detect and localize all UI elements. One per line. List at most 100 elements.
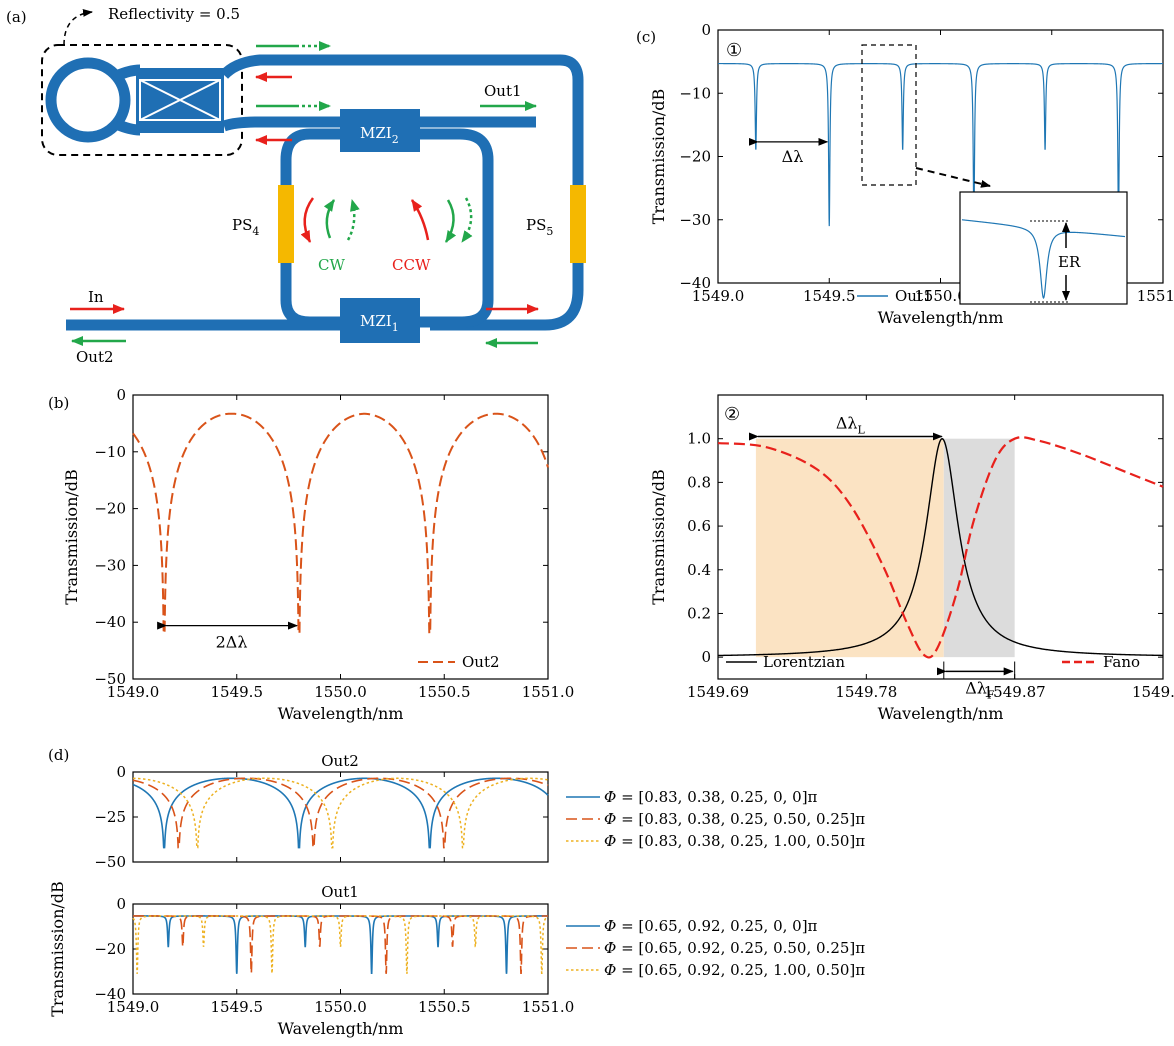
ccw-label: CCW xyxy=(392,256,431,274)
d-out1-xtick-label: 1551.0 xyxy=(522,998,575,1016)
c2-ytick-label: 0.2 xyxy=(687,604,711,622)
d-out2-ytick-label: −25 xyxy=(94,808,126,826)
c1-circled-label: ① xyxy=(726,40,742,61)
ps5-heater xyxy=(570,185,586,263)
b-ytick-label: 0 xyxy=(116,386,126,404)
legend-out1-label-3: Φ = [0.65, 0.92, 0.25, 1.00, 0.50]π xyxy=(604,961,865,979)
c2-xtick-label: 1549.69 xyxy=(687,683,749,701)
in-label: In xyxy=(88,288,104,306)
mzi2-block xyxy=(340,109,420,152)
c1-ytick-label: −10 xyxy=(679,84,711,102)
b-ytick-label: −50 xyxy=(94,670,126,688)
d-out1-ytick-label: −40 xyxy=(94,985,126,1003)
reflector-box xyxy=(41,44,243,156)
device-schematic: Reflectivity = 0.5 MZI2 MZI1 PS4 PS5 xyxy=(41,5,586,366)
two-delta-lambda-label: 2Δλ xyxy=(216,633,248,652)
legend-out2-label-2: Φ = [0.83, 0.38, 0.25, 0.50, 0.25]π xyxy=(604,810,865,828)
out2-label: Out2 xyxy=(76,348,114,366)
reflectivity-label: Reflectivity = 0.5 xyxy=(108,5,240,23)
c1-xtick-label: 1549.0 xyxy=(692,287,745,305)
series-out1-line xyxy=(718,62,1163,227)
legend-out1-label-2: Φ = [0.65, 0.92, 0.25, 0.50, 0.25]π xyxy=(604,939,865,957)
b-ytick-label: −10 xyxy=(94,443,126,461)
b-ytick-label: −20 xyxy=(94,500,126,518)
d-out1-frame xyxy=(132,903,549,995)
c1-ytick-label: 0 xyxy=(701,21,711,39)
c1-ytick-label: −30 xyxy=(679,211,711,229)
legend-out2-label-3: Φ = [0.83, 0.38, 0.25, 1.00, 0.50]π xyxy=(604,832,865,850)
d-out1-ytick-label: 0 xyxy=(116,895,126,913)
delta-lambda-f-label: ΔλF xyxy=(965,678,995,701)
c1-xtick-label: 1550.0 xyxy=(914,287,967,305)
b-xtick-label: 1550.0 xyxy=(314,683,367,701)
d-out1-title: Out1 xyxy=(321,883,359,901)
c2-xtick-label: 1549.87 xyxy=(984,683,1046,701)
c1-xtick-label: 1549.5 xyxy=(803,287,856,305)
d-out1-ytick-label: −20 xyxy=(94,940,126,958)
d-out1-xtick-label: 1549.0 xyxy=(107,998,160,1016)
shaded-region-lorentz xyxy=(755,438,944,658)
b-xlabel: Wavelength/nm xyxy=(278,704,404,723)
inset-curve xyxy=(961,219,1126,300)
inset: ER xyxy=(959,191,1128,305)
panel-letter-c: (c) xyxy=(636,28,656,46)
chart-c1-out1-spectrum: 1549.01549.51550.01550.51551.00−10−20−30… xyxy=(649,21,1174,327)
c2-ytick-label: 0.4 xyxy=(687,561,711,579)
d-out2-ytick-label: 0 xyxy=(116,763,126,781)
series-out2-phi-3 xyxy=(133,777,549,849)
inset-frame xyxy=(959,191,1128,305)
b-xtick-label: 1549.5 xyxy=(211,683,264,701)
c1-xlabel: Wavelength/nm xyxy=(878,308,1004,327)
d-out1-xlabel: Wavelength/nm xyxy=(278,1019,404,1038)
delta-lambda-l-label: ΔλL xyxy=(836,414,866,437)
mzi1-label: MZI1 xyxy=(360,312,399,334)
legend-fano-label: Fano xyxy=(1103,653,1140,671)
series-out2-line xyxy=(132,412,549,635)
panel-letter-d: (d) xyxy=(48,746,69,764)
ps5-label: PS5 xyxy=(526,216,553,238)
panel-letter-b: (b) xyxy=(48,394,69,412)
zoom-arrow xyxy=(915,167,991,188)
legend-out1-label-1: Φ = [0.65, 0.92, 0.25, 0, 0]π xyxy=(604,917,818,935)
chart-d-out2: 0 −25 −50 Out2 Φ = [0.83, 0.38, 0.25, 0, 0]π… xyxy=(94,752,865,871)
c2-ylabel: Transmission/dB xyxy=(649,469,668,605)
c2-frame xyxy=(717,394,1164,680)
legend-out2-label-1: Φ = [0.83, 0.38, 0.25, 0, 0]π xyxy=(604,788,818,806)
b-ytick-label: −40 xyxy=(94,613,126,631)
b-xtick-label: 1549.0 xyxy=(107,683,160,701)
loop-mirror xyxy=(45,57,131,143)
series-fano-line xyxy=(717,436,1164,659)
d-out1-xtick-label: 1549.5 xyxy=(211,998,264,1016)
legend-lorentzian-label: Lorentzian xyxy=(763,653,845,671)
c2-xlabel: Wavelength/nm xyxy=(878,704,1004,723)
b-xtick-label: 1551.0 xyxy=(522,683,575,701)
c2-ytick-label: 0 xyxy=(701,648,711,666)
c1-ytick-label: −20 xyxy=(679,148,711,166)
mzi2-label: MZI2 xyxy=(360,124,399,146)
series-out2-phi-2 xyxy=(132,777,549,849)
b-frame xyxy=(132,394,549,680)
ps4-heater xyxy=(278,185,294,263)
delta-lambda-label: Δλ xyxy=(782,147,804,166)
chart-d-out1: 1549.0 1549.5 1550.0 1550.5 1551.0 0 −20 −40 Wav… xyxy=(48,881,865,1038)
d-out1-xtick-label: 1550.5 xyxy=(418,998,471,1016)
b-ytick-label: −30 xyxy=(94,556,126,574)
zoom-box xyxy=(861,44,917,186)
c2-ytick-label: 1.0 xyxy=(687,430,711,448)
shaded-region-fano xyxy=(943,438,1015,658)
chart-b-out2-spectrum: 1549.0 1549.5 1550.0 1550.5 1551.0 0 −10 −20 −30… xyxy=(62,386,574,723)
b-xtick-label: 1550.5 xyxy=(418,683,471,701)
c2-xtick-label: 1549.78 xyxy=(835,683,897,701)
panel-letter-a: (a) xyxy=(6,8,27,26)
reflectivity-pointer xyxy=(63,8,93,46)
d-out2-ytick-label: −50 xyxy=(94,853,126,871)
c1-ylabel: Transmission/dB xyxy=(649,89,668,225)
mzi1-block xyxy=(340,298,420,343)
out1-label: Out1 xyxy=(484,82,522,100)
chart-c2-lorentz-fano: 1549.69 1549.78 1549.87 1549.96 0 0.2 0.4 0.6 0.… xyxy=(649,394,1174,723)
series-out2-phi-1 xyxy=(132,777,549,849)
series-out1-phi-3 xyxy=(132,915,549,974)
c1-ytick-label: −40 xyxy=(679,274,711,292)
c2-xtick-label: 1549.96 xyxy=(1132,683,1174,701)
